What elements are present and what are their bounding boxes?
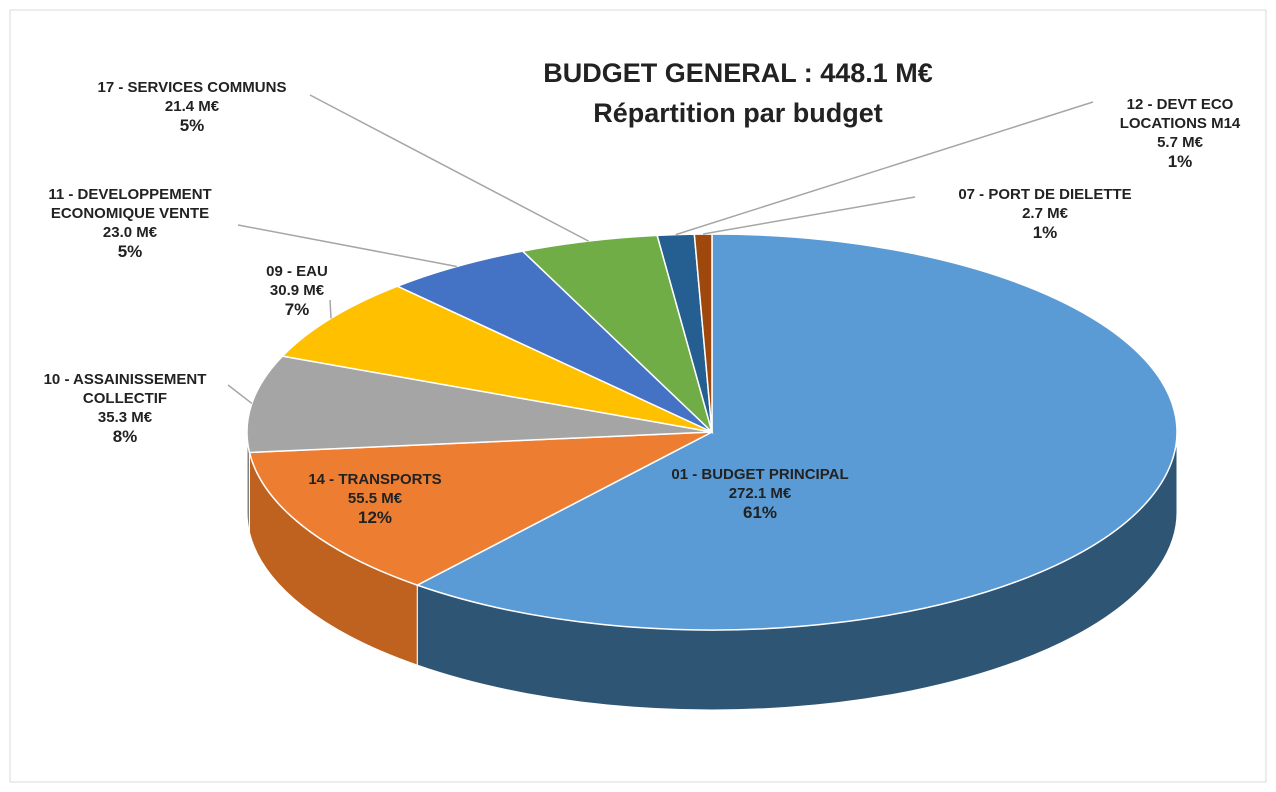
value-label: 30.9 M€	[269, 282, 325, 299]
value-label: 2.7 M€	[1022, 205, 1068, 222]
category-label: 09 - EAU	[266, 263, 328, 280]
data-label: 10 - ASSAINISSEMENT COLLECTIF 35.3 M€ 8%	[10, 370, 240, 446]
category-label: 12 - DEVT ECO LOCATIONS M14	[1119, 96, 1241, 132]
category-label: 10 - ASSAINISSEMENT COLLECTIF	[43, 371, 207, 407]
slice	[415, 233, 1178, 631]
category-label: 01 - BUDGET PRINCIPAL	[671, 466, 849, 483]
value-label: 21.4 M€	[164, 98, 220, 115]
slice	[248, 431, 713, 586]
value-label: 5.7 M€	[1157, 134, 1203, 151]
data-label: 01 - BUDGET PRINCIPAL 272.1 M€ 61%	[650, 465, 870, 522]
data-label: 12 - DEVT ECO LOCATIONS M14 5.7 M€ 1%	[1095, 95, 1265, 171]
data-label: 17 - SERVICES COMMUNS 21.4 M€ 5%	[72, 78, 312, 135]
value-label: 272.1 M€	[728, 485, 792, 502]
value-label: 55.5 M€	[347, 490, 403, 507]
percent-label: 1%	[1167, 152, 1193, 171]
chart-title: BUDGET GENERAL : 448.1 M€	[543, 58, 933, 88]
category-label: 11 - DEVELOPPEMENT ECONOMIQUE VENTE	[48, 186, 212, 222]
category-label: 17 - SERVICES COMMUNS	[97, 79, 287, 96]
leader-line	[329, 299, 332, 319]
leader-line	[309, 94, 589, 242]
leader-line	[675, 101, 1094, 236]
value-label: 35.3 M€	[97, 409, 153, 426]
data-label: 09 - EAU 30.9 M€ 7%	[237, 262, 357, 319]
data-label: 14 - TRANSPORTS 55.5 M€ 12%	[285, 470, 465, 527]
data-label: 11 - DEVELOPPEMENT ECONOMIQUE VENTE 23.0 …	[15, 185, 245, 261]
chart-subtitle: Répartition par budget	[593, 98, 883, 128]
percent-label: 7%	[284, 300, 310, 319]
percent-label: 5%	[117, 242, 143, 261]
percent-label: 12%	[357, 508, 393, 527]
leader-line	[237, 224, 457, 268]
data-label: 07 - PORT DE DIELETTE 2.7 M€ 1%	[915, 185, 1175, 242]
leader-line	[703, 196, 916, 235]
slice	[395, 250, 713, 433]
value-label: 23.0 M€	[102, 224, 158, 241]
percent-label: 1%	[1032, 223, 1058, 242]
category-label: 07 - PORT DE DIELETTE	[958, 186, 1132, 203]
slice	[246, 355, 713, 454]
percent-label: 61%	[742, 503, 778, 522]
category-label: 14 - TRANSPORTS	[308, 471, 442, 488]
leader-line	[227, 384, 253, 405]
percent-label: 8%	[112, 427, 138, 446]
percent-label: 5%	[179, 116, 205, 135]
